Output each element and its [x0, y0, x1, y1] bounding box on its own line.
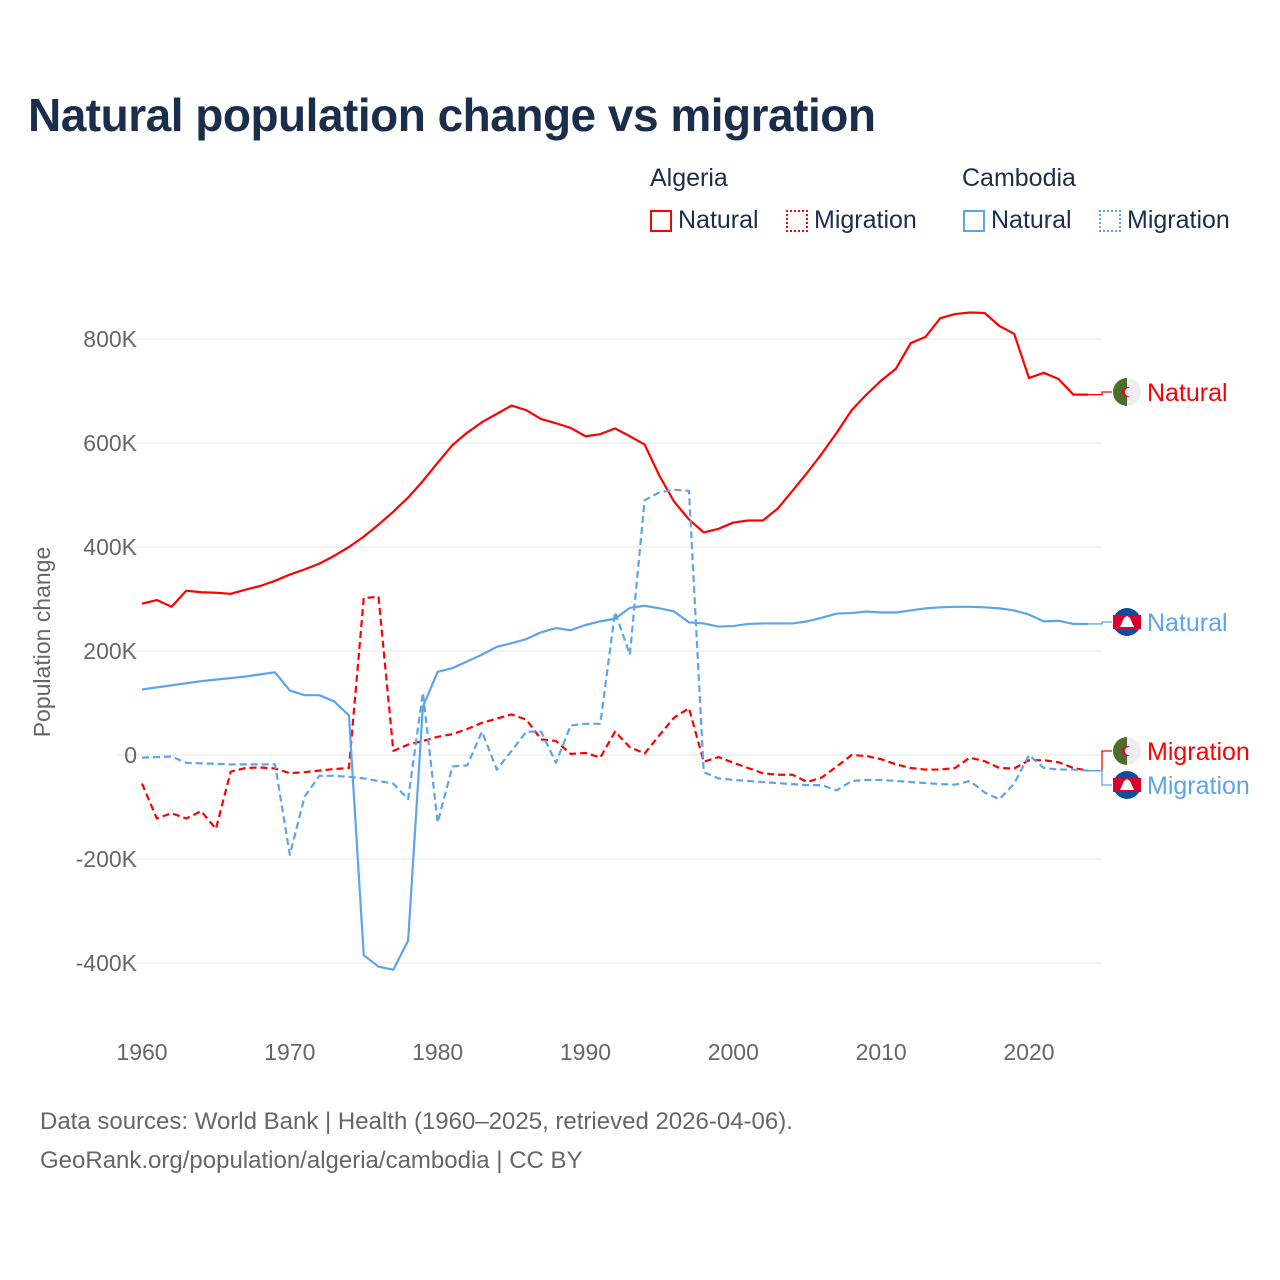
legend-group-cambodia: Cambodia — [962, 164, 1076, 192]
x-tick-label: 2000 — [708, 1039, 759, 1065]
cambodia-flag-icon — [1113, 608, 1141, 636]
flag-temple — [1120, 616, 1134, 627]
y-tick-label: 800K — [83, 326, 137, 352]
legend-label: Natural — [991, 206, 1072, 234]
legend-algeria-migration[interactable]: Migration — [786, 206, 917, 235]
flag-green — [1113, 737, 1127, 765]
chart-title: Natural population change vs migration — [28, 89, 876, 141]
series-line-cambodia-natural — [141, 604, 1089, 971]
series-line-algeria-migration — [140, 595, 1089, 830]
x-tick-label: 2010 — [856, 1039, 907, 1065]
series-line-algeria-natural — [141, 311, 1089, 608]
series-line-cambodia-migration — [141, 488, 1089, 856]
label-connector — [1088, 750, 1112, 772]
label-connector — [1088, 391, 1112, 396]
y-tick-label: -400K — [76, 950, 138, 976]
cambodia-flag-icon — [1113, 771, 1141, 799]
x-tick-label: 1960 — [116, 1039, 167, 1065]
source-note: Data sources: World Bank | Health (1960–… — [40, 1108, 793, 1135]
flag-crescent-cut — [1124, 388, 1133, 396]
legend-cambodia-natural[interactable]: Natural — [963, 206, 1072, 235]
y-tick-label: -200K — [76, 846, 138, 872]
end-label: Migration — [1147, 738, 1250, 766]
algeria-flag-icon — [1113, 378, 1141, 406]
end-label: Natural — [1147, 609, 1228, 637]
flag-crescent-cut — [1124, 747, 1133, 755]
flag-temple — [1120, 779, 1134, 790]
source-url: GeoRank.org/population/algeria/cambodia … — [40, 1147, 583, 1174]
y-axis-label: Population change — [29, 547, 55, 738]
end-label: Migration — [1147, 772, 1250, 800]
legend-label: Migration — [814, 206, 917, 234]
label-connector — [1088, 769, 1112, 786]
legend-algeria-natural[interactable]: Natural — [650, 206, 759, 235]
y-tick-label: 600K — [83, 430, 137, 456]
legend-swatch-dotted — [1099, 209, 1121, 232]
algeria-flag-icon — [1113, 737, 1141, 765]
legend-label: Migration — [1127, 206, 1230, 234]
legend-cambodia-migration[interactable]: Migration — [1099, 206, 1230, 235]
end-label: Natural — [1147, 379, 1228, 407]
legend-group-algeria: Algeria — [650, 164, 728, 192]
x-tick-label: 1970 — [264, 1039, 315, 1065]
legend-swatch-dotted — [786, 209, 808, 232]
x-tick-label: 1990 — [560, 1039, 611, 1065]
y-tick-label: 0 — [124, 742, 137, 768]
legend-swatch-solid — [650, 209, 672, 232]
y-tick-label: 400K — [83, 534, 137, 560]
y-tick-label: 200K — [83, 638, 137, 664]
legend-label: Natural — [678, 206, 759, 234]
x-tick-label: 1980 — [412, 1039, 463, 1065]
flag-green — [1113, 378, 1127, 406]
legend-swatch-solid — [963, 209, 985, 232]
x-tick-label: 2020 — [1003, 1039, 1054, 1065]
label-connector — [1088, 621, 1112, 625]
